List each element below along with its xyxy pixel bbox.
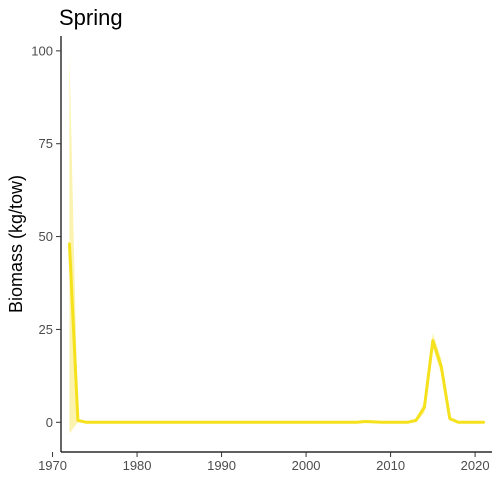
data-point <box>288 421 291 424</box>
data-point <box>262 421 265 424</box>
data-point <box>296 421 299 424</box>
data-point <box>381 421 384 424</box>
chart-title: Spring <box>59 5 123 30</box>
data-point <box>245 421 248 424</box>
x-axis-ticks: 1970 1980 1990 2000 2010 2020 <box>38 452 490 473</box>
data-point <box>474 421 477 424</box>
series-0-confidence-band <box>69 54 484 434</box>
data-point <box>203 421 206 424</box>
data-point <box>93 421 96 424</box>
data-point <box>406 421 409 424</box>
data-point <box>144 421 147 424</box>
data-point <box>423 406 426 409</box>
data-point <box>279 421 282 424</box>
data-point <box>127 421 130 424</box>
data-point <box>389 421 392 424</box>
y-tick-label: 100 <box>31 43 53 58</box>
data-point <box>398 421 401 424</box>
series-0-line <box>67 242 486 424</box>
y-axis-ticks: 0 25 50 75 100 <box>31 43 61 430</box>
data-point <box>457 421 460 424</box>
data-point <box>440 365 443 368</box>
data-point <box>347 421 350 424</box>
data-point <box>186 421 189 424</box>
data-point <box>237 421 240 424</box>
x-tick-label: 2020 <box>461 458 490 473</box>
data-point <box>431 339 434 342</box>
data-point <box>220 421 223 424</box>
y-tick-label: 50 <box>39 229 53 244</box>
x-tick-label: 1990 <box>207 458 236 473</box>
data-point <box>330 421 333 424</box>
data-point <box>305 421 308 424</box>
y-tick-label: 75 <box>39 136 53 151</box>
data-point <box>178 421 181 424</box>
data-point <box>102 421 105 424</box>
data-point <box>68 243 71 246</box>
plot-area <box>67 54 486 434</box>
data-point <box>372 420 375 423</box>
data-point <box>110 421 113 424</box>
data-point <box>169 421 172 424</box>
data-point <box>355 421 358 424</box>
data-point <box>414 419 417 422</box>
data-point <box>195 421 198 424</box>
y-tick-label: 0 <box>46 415 53 430</box>
x-tick-label: 1980 <box>123 458 152 473</box>
data-point <box>152 421 155 424</box>
data-point <box>229 421 232 424</box>
data-point <box>212 421 215 424</box>
data-point <box>271 421 274 424</box>
data-point <box>85 421 88 424</box>
data-point <box>254 421 257 424</box>
data-point <box>482 421 485 424</box>
data-point <box>364 420 367 423</box>
data-point <box>321 421 324 424</box>
data-point <box>465 421 468 424</box>
data-point <box>76 419 79 422</box>
y-axis-label: Biomass (kg/tow) <box>6 175 26 313</box>
data-point <box>448 417 451 420</box>
x-tick-label: 2010 <box>376 458 405 473</box>
data-point <box>161 421 164 424</box>
data-point <box>313 421 316 424</box>
data-point <box>119 421 122 424</box>
data-point <box>136 421 139 424</box>
data-point <box>338 421 341 424</box>
x-tick-label: 1970 <box>38 458 67 473</box>
y-tick-label: 25 <box>39 322 53 337</box>
x-tick-label: 2000 <box>292 458 321 473</box>
